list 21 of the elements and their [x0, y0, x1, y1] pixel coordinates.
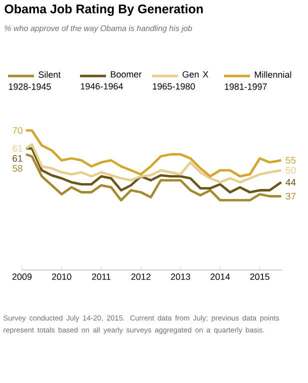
legend-label: Gen X 1965-1980	[152, 71, 208, 90]
data-label: 44	[286, 179, 296, 186]
data-label: 37	[286, 192, 296, 200]
data-label: 58	[12, 165, 22, 172]
data-label: 50	[286, 166, 296, 174]
x-tick-label: 2015	[250, 274, 270, 280]
x-tick-label: 2010	[52, 274, 72, 280]
x-tick-label: 2012	[131, 274, 150, 280]
data-label: 70	[12, 127, 22, 134]
chart-subtitle: % who approve of the way Obama is handling his job	[4, 25, 192, 33]
x-tick-label: 2013	[170, 274, 190, 280]
data-label: 55	[286, 157, 296, 164]
legend-label: Silent 1928-1945	[8, 71, 61, 90]
data-label: 61	[12, 145, 22, 152]
legend-label: Millennial 1981-1997	[224, 71, 292, 90]
legend-label: Boomer 1946-1964	[80, 71, 142, 90]
data-label: 61	[12, 155, 22, 162]
x-tick-label: 2009	[12, 274, 32, 280]
x-tick-label: 2011	[92, 274, 110, 280]
chart-title: Obama Job Rating By Generation	[4, 4, 203, 16]
x-tick-label: 2014	[210, 274, 230, 280]
